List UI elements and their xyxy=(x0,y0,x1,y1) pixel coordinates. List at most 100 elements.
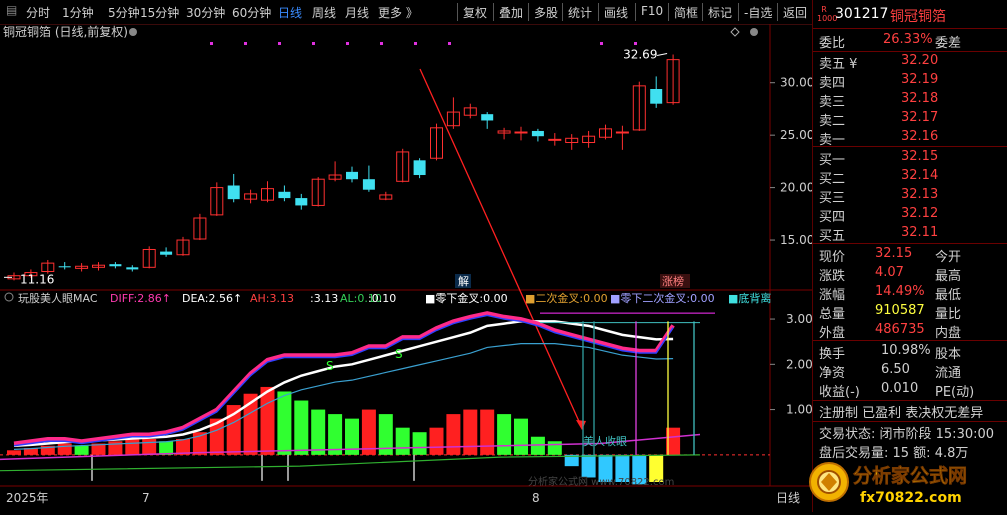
sell-level-row: 卖一 32.16 xyxy=(813,129,1007,148)
candle-body xyxy=(396,151,410,182)
quote-text: 4.07 xyxy=(875,265,904,280)
indicator-value: ■二次金叉:0.00 xyxy=(525,291,608,305)
toolbar-action-button[interactable]: 叠加 xyxy=(499,6,524,20)
period-toolbar: 分时 1分钟 5分钟 15分钟 30分钟 60分钟 日线 周线 月线 更多 》 ▤ 复权 叠加 多股 统计画… xyxy=(0,0,812,25)
quote-stat-row: 涨跌 4.07 最高 xyxy=(813,265,1007,284)
candle-body xyxy=(210,187,224,216)
period-tab[interactable]: 更多 》 xyxy=(378,6,418,20)
candle-body xyxy=(109,264,122,267)
toolbar-action-button[interactable]: 返回 xyxy=(783,6,808,20)
toolbar-action-button[interactable]: -自选 xyxy=(744,6,773,20)
histogram-bar xyxy=(57,443,72,455)
quote-text: 32.19 xyxy=(901,72,939,87)
period-tab[interactable]: 分时 xyxy=(26,6,51,20)
candle-body xyxy=(632,85,646,131)
weibi-row: 委比 26.33% 委差 xyxy=(813,32,1007,51)
period-tab[interactable]: 1分钟 xyxy=(62,6,94,20)
histogram-bar xyxy=(632,454,647,485)
indicator-item-label: ■零下二次金叉: xyxy=(610,291,690,305)
chart-settings-icon[interactable] xyxy=(129,28,137,36)
histogram-bar xyxy=(23,448,38,455)
quote-text: 现价 xyxy=(819,250,846,265)
indicator-item-label: AL: xyxy=(340,292,357,305)
quote-text: 总量 xyxy=(819,307,846,322)
toolbar-action-button[interactable]: 统计 xyxy=(568,6,593,20)
quote-text: 涨幅 xyxy=(819,288,846,303)
candle-body xyxy=(531,130,544,137)
high-label: 32.69 xyxy=(623,47,657,61)
toolbar-action-button[interactable]: 画线 xyxy=(604,6,629,20)
toolbar-action-button[interactable]: 多股 xyxy=(534,6,559,20)
chart-options-icon[interactable] xyxy=(750,28,758,36)
toolbar-separator xyxy=(668,3,669,21)
quote-text: 最高 xyxy=(935,269,962,284)
candle-body xyxy=(295,198,308,206)
indicator-item-value: 0.00 xyxy=(483,292,508,305)
quote-text: 32.15 xyxy=(901,149,939,164)
candle-body xyxy=(142,248,156,268)
quote-text: 32.13 xyxy=(901,187,939,202)
indicator-item-value: 3.13 xyxy=(314,292,339,305)
period-tab[interactable]: 60分钟 xyxy=(232,6,272,20)
quote-text: 内盘 xyxy=(935,326,962,341)
quote-text: 卖四 xyxy=(819,76,846,91)
menu-icon[interactable]: ▤ xyxy=(6,3,18,17)
x-label: 8 xyxy=(532,491,540,505)
annotation-arrow xyxy=(419,68,583,429)
toolbar-separator xyxy=(598,3,599,21)
x-label: 2025年 xyxy=(6,491,49,505)
indicator-value: :0.10 xyxy=(368,292,396,305)
toolbar-separator xyxy=(493,3,494,21)
al-line xyxy=(0,433,701,461)
indicator-settings-icon[interactable] xyxy=(4,292,14,302)
indicator-value: AL:0.10 xyxy=(340,292,382,305)
histogram-bar xyxy=(260,386,275,455)
quote-text: 10.98% xyxy=(881,343,931,358)
price-tick-label: 30.00 xyxy=(780,76,812,90)
chart-area[interactable]: 铜冠铜箔 (日线,前复权) 30.00 25.00 20.00 15.00 32.69 11… xyxy=(0,24,814,512)
candle-body xyxy=(548,138,562,141)
kline-chart[interactable]: 铜冠铜箔 (日线,前复权) 30.00 25.00 20.00 15.00 32.69 11… xyxy=(0,24,814,512)
candle-body xyxy=(176,239,190,256)
period-tab[interactable]: 5分钟 xyxy=(108,6,140,20)
signal-dot xyxy=(600,42,603,45)
indicator-item-label: DEA: xyxy=(182,292,208,305)
indicator-item-label: AH: xyxy=(250,292,270,305)
price-tick-label: 20.00 xyxy=(780,181,812,195)
quote-text: 量比 xyxy=(935,307,962,322)
indicator-item-value: 0.00 xyxy=(583,292,608,305)
tag-box xyxy=(660,274,690,288)
period-tab[interactable]: 月线 xyxy=(345,6,370,20)
toolbar-separator xyxy=(528,3,529,21)
period-tab[interactable]: 周线 xyxy=(312,6,337,20)
quote-text: 卖三 xyxy=(819,95,846,110)
dea-line xyxy=(13,320,674,448)
period-tab[interactable]: 30分钟 xyxy=(186,6,226,20)
toolbar-action-button[interactable]: F10 xyxy=(641,4,664,18)
histogram-bar xyxy=(142,439,157,455)
period-tab[interactable]: 日线 xyxy=(278,6,303,20)
quote-text: 32.16 xyxy=(901,129,939,144)
beauty-eye-label: 美人收眼 xyxy=(583,434,627,448)
indicator-value: ■底背离 xyxy=(728,291,771,305)
s-marker: S xyxy=(326,359,334,373)
x-label: 日线 xyxy=(776,491,800,505)
period-tab[interactable]: 15分钟 xyxy=(140,6,180,20)
market-badge-icon: R 1000 xyxy=(817,5,838,23)
histogram-bar xyxy=(463,409,478,455)
toolbar-action-button[interactable]: 复权 xyxy=(463,6,488,20)
green-line xyxy=(0,454,701,472)
histogram-bar xyxy=(429,427,444,455)
quote-text: 换手 xyxy=(819,347,846,362)
diamond-icon[interactable] xyxy=(730,27,740,37)
quote-text: 32.18 xyxy=(901,91,939,106)
indicator-item-value: 2.86↑ xyxy=(137,292,171,305)
quote-text: 委差 xyxy=(935,36,962,51)
toolbar-action-button[interactable]: 标记 xyxy=(708,6,733,20)
candle-body xyxy=(514,131,528,134)
quote-text: 买四 xyxy=(819,210,846,225)
toolbar-action-button[interactable]: 简框 xyxy=(674,6,699,20)
candle-body xyxy=(261,188,274,201)
candle-body xyxy=(666,59,680,104)
toolbar-separator xyxy=(702,3,703,21)
